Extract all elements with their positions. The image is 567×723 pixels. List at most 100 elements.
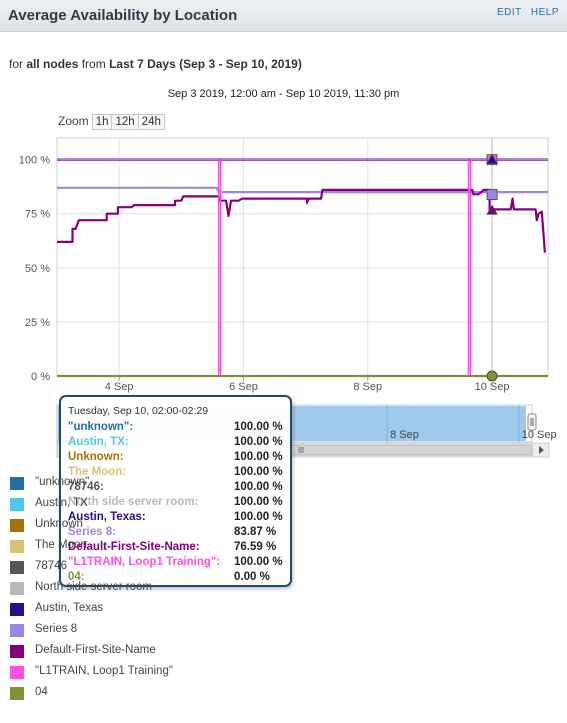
legend-item[interactable]: 78746 bbox=[10, 559, 250, 575]
legend-label: "unknown" bbox=[35, 476, 90, 488]
zoom-control: Zoom 1h 12h 24h bbox=[58, 114, 165, 130]
y-axis: 0 % 25 % 50 % 75 % 100 % bbox=[19, 155, 50, 383]
chart-tooltip: Tuesday, Sep 10, 02:00-02:29 "unknown": 1… bbox=[59, 395, 292, 587]
zoom-label: Zoom bbox=[58, 114, 89, 128]
tooltip-row: Austin, TX: 100.00 % bbox=[68, 436, 286, 451]
help-link[interactable]: HELP bbox=[530, 7, 559, 18]
chart-markers bbox=[486, 153, 498, 382]
tooltip-series-value: 100.00 % bbox=[234, 466, 283, 478]
subtitle-prefix: for bbox=[9, 57, 24, 71]
widget-title: Average Availability by Location bbox=[8, 7, 238, 24]
tooltip-series-value: 100.00 % bbox=[234, 481, 283, 493]
legend-label: "L1TRAIN, Loop1 Training" bbox=[35, 665, 173, 677]
tooltip-series-name: "unknown": bbox=[68, 421, 134, 433]
legend-label: 78746 bbox=[35, 560, 67, 572]
tooltip-row: The Moon: 100.00 % bbox=[68, 466, 286, 481]
y-tick-label: 75 % bbox=[25, 209, 50, 221]
legend-swatch bbox=[10, 540, 24, 553]
legend-swatch bbox=[10, 582, 24, 595]
subtitle-mid: from bbox=[81, 57, 106, 71]
tooltip-row: "unknown": 100.00 % bbox=[68, 421, 286, 436]
x-tick-label: 6 Sep bbox=[229, 381, 258, 393]
navigator-handle[interactable] bbox=[527, 413, 537, 431]
marker-circle bbox=[486, 370, 498, 382]
legend-swatch bbox=[10, 561, 24, 574]
legend-swatch bbox=[10, 498, 24, 511]
series-line-default_first bbox=[57, 188, 546, 253]
edit-link[interactable]: EDIT bbox=[496, 7, 522, 18]
chart-series bbox=[57, 158, 548, 378]
legend-label: Austin, TX bbox=[35, 497, 88, 509]
legend-item[interactable]: Series 8 bbox=[10, 622, 250, 638]
legend-label: Series 8 bbox=[35, 623, 78, 635]
legend-item[interactable]: Unknown bbox=[10, 517, 250, 533]
tooltip-series-value: 100.00 % bbox=[234, 496, 283, 508]
legend-label: 04 bbox=[35, 686, 48, 698]
tooltip-series-name: Austin, TX: bbox=[68, 436, 129, 448]
series-line-l1train bbox=[57, 158, 548, 377]
tooltip-series-name: Series 8: bbox=[68, 526, 116, 538]
zoom-12h-button[interactable]: 12h bbox=[111, 114, 139, 130]
tooltip-row: Unknown: 100.00 % bbox=[68, 451, 286, 466]
navigator-tick-label: 10 Sep bbox=[522, 429, 557, 441]
tooltip-row: 04: 0.00 % bbox=[68, 571, 286, 586]
legend-swatch bbox=[10, 624, 24, 637]
tooltip-series-value: 100.00 % bbox=[234, 511, 283, 523]
legend-label: The Moon bbox=[35, 539, 87, 551]
y-tick-label: 0 % bbox=[31, 371, 50, 383]
tooltip-series-name: North side server room: bbox=[68, 496, 199, 508]
legend-label: Unknown bbox=[35, 518, 83, 530]
marker-triangle bbox=[486, 153, 498, 165]
tooltip-row: Default-First-Site-Name: 76.59 % bbox=[68, 541, 286, 556]
navigator-tick-label: 8 Sep bbox=[390, 429, 419, 441]
x-axis: 4 Sep 6 Sep 8 Sep 10 Sep bbox=[57, 375, 548, 393]
navigator-scroll-thumb bbox=[269, 444, 533, 456]
header-links: EDIT HELP bbox=[491, 7, 559, 18]
legend-label: North side server room bbox=[35, 581, 152, 593]
scroll-right-arrow-icon[interactable] bbox=[539, 446, 544, 454]
legend-swatch bbox=[10, 645, 24, 658]
legend-item[interactable]: North side server room bbox=[10, 580, 250, 596]
tooltip-row: 78746: 100.00 % bbox=[68, 481, 286, 496]
chart-subtitle: for all nodes from Last 7 Days (Sep 3 - … bbox=[9, 57, 302, 71]
chart-grid bbox=[56, 137, 549, 377]
legend-label: Austin, Texas bbox=[35, 602, 104, 614]
tooltip-series-name: The Moon: bbox=[68, 466, 127, 478]
date-range-label: Sep 3 2019, 12:00 am - Sep 10 2019, 11:3… bbox=[167, 88, 400, 100]
legend-swatch bbox=[10, 666, 24, 679]
x-tick-label: 8 Sep bbox=[353, 381, 382, 393]
marker-square bbox=[486, 189, 498, 201]
legend-item[interactable]: Austin, TX bbox=[10, 496, 250, 512]
legend-item[interactable]: Austin, Texas bbox=[10, 601, 250, 617]
tooltip-series-value: 0.00 % bbox=[234, 571, 270, 583]
tooltip-series-value: 100.00 % bbox=[234, 451, 283, 463]
tooltip-series-name: 04: bbox=[68, 571, 85, 583]
x-tick-label: 10 Sep bbox=[475, 381, 510, 393]
legend-item[interactable]: The Moon bbox=[10, 538, 250, 554]
marker-triangle bbox=[486, 204, 498, 215]
y-tick-label: 100 % bbox=[19, 155, 50, 167]
tooltip-row: Austin, Texas: 100.00 % bbox=[68, 511, 286, 526]
tooltip-date: Tuesday, Sep 10, 02:00-02:29 bbox=[68, 405, 209, 417]
legend-item[interactable]: 04 bbox=[10, 685, 250, 701]
zoom-1h-button[interactable]: 1h bbox=[91, 114, 113, 130]
y-tick-label: 50 % bbox=[25, 263, 50, 275]
tooltip-series-value: 100.00 % bbox=[234, 421, 283, 433]
tooltip-series-value: 76.59 % bbox=[234, 541, 277, 553]
tooltip-row: North side server room: 100.00 % bbox=[68, 496, 286, 511]
legend-swatch bbox=[10, 687, 24, 700]
subtitle-period: Last 7 Days (Sep 3 - Sep 10, 2019) bbox=[109, 57, 302, 71]
x-tick-label: 4 Sep bbox=[105, 381, 134, 393]
subtitle-nodes: all nodes bbox=[26, 57, 79, 71]
legend-swatch bbox=[10, 519, 24, 532]
zoom-24h-button[interactable]: 24h bbox=[137, 114, 165, 130]
tooltip-series-name: Unknown: bbox=[68, 451, 124, 463]
legend-label: Default-First-Site-Name bbox=[35, 644, 156, 656]
legend-item[interactable]: Default-First-Site-Name bbox=[10, 643, 250, 659]
widget-header: Average Availability by Location EDIT HE… bbox=[0, 0, 567, 32]
legend-item[interactable]: "unknown" bbox=[10, 475, 250, 491]
tooltip-series-name: "L1TRAIN, Loop1 Training": bbox=[68, 556, 221, 568]
legend-item[interactable]: "L1TRAIN, Loop1 Training" bbox=[10, 664, 250, 680]
tooltip-series-value: 100.00 % bbox=[234, 556, 283, 568]
tooltip-series-value: 100.00 % bbox=[234, 436, 283, 448]
